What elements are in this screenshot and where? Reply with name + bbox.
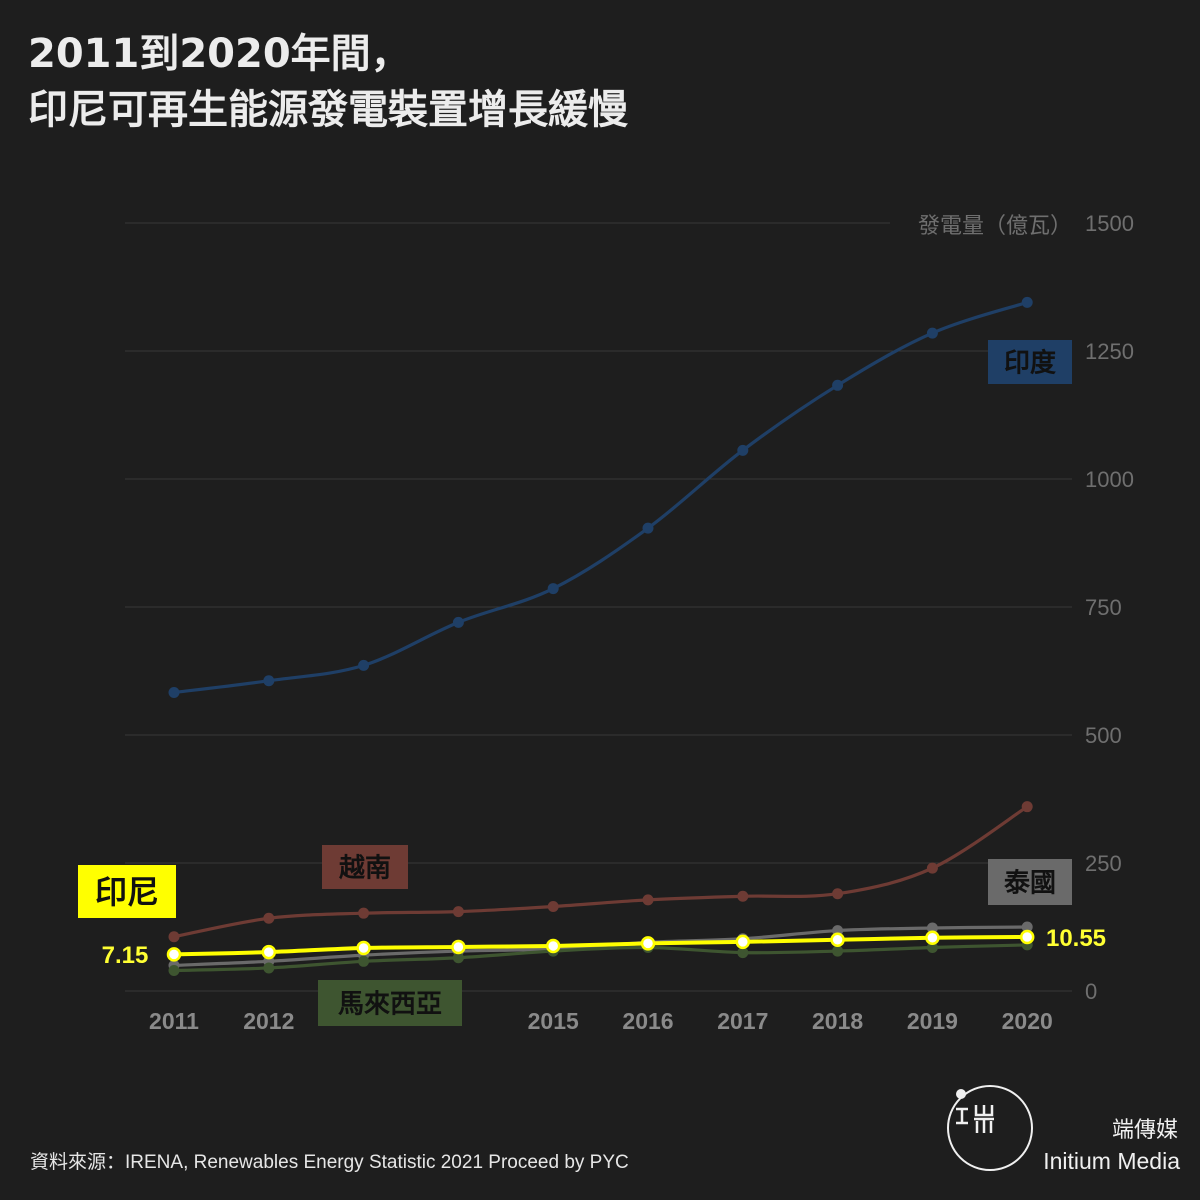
x-tick-label: 2017: [717, 1008, 768, 1034]
series-label-越南: 越南: [322, 845, 408, 889]
initium-logo: [947, 1085, 1033, 1171]
title-line-1: 2011到2020年間，: [28, 31, 411, 77]
series-label-bg: [322, 845, 408, 889]
data-point: [1021, 921, 1033, 933]
series-label-text: 印度: [1004, 347, 1056, 378]
data-point: [358, 659, 370, 671]
y-tick-label: 1500: [1085, 211, 1134, 236]
data-point: [926, 862, 938, 874]
data-point: [642, 894, 654, 906]
data-point: [737, 890, 749, 902]
data-point: [261, 944, 277, 960]
x-axis: 2011 2012 2015 2016 2017 2018 2019 2020: [149, 1008, 1053, 1034]
brand-name-zh: 端傳媒: [1111, 1118, 1178, 1143]
y-tick-label: 1250: [1085, 339, 1134, 364]
series-label-text: 馬來西亞: [338, 989, 442, 1019]
series-印度: [168, 296, 1033, 699]
data-point: [1021, 296, 1033, 308]
data-point: [452, 952, 464, 964]
data-point: [166, 947, 182, 962]
x-tick-label: 2011: [149, 1008, 199, 1034]
series-label-text: 越南: [339, 853, 391, 883]
data-point: [451, 939, 466, 955]
series-label-bg: [988, 859, 1072, 905]
data-point: [737, 444, 749, 456]
data-point: [168, 965, 180, 977]
data-point: [832, 888, 844, 900]
data-point: [263, 962, 275, 974]
data-point: [735, 934, 751, 950]
x-tick-label: 2018: [812, 1008, 863, 1034]
data-point: [642, 522, 654, 534]
gridlines: [125, 222, 1072, 992]
data-point: [263, 675, 275, 687]
series-labels: 印度越南泰國馬來西亞 印尼: [78, 340, 1072, 1026]
series-label-馬來西亞: 馬來西亞: [318, 980, 462, 1026]
series-label-印度: 印度: [988, 340, 1072, 384]
series-line: [173, 934, 1028, 957]
series-越南: [168, 801, 1033, 943]
data-point: [168, 931, 180, 943]
series-label-text: 印尼: [95, 873, 159, 911]
data-point: [547, 583, 559, 595]
series-label-bg: [988, 340, 1072, 384]
data-point: [358, 955, 370, 967]
x-tick-label: 2015: [528, 1008, 579, 1034]
data-point: [356, 940, 371, 956]
value-annotations: 7.15 10.55: [102, 925, 1106, 969]
data-point: [926, 941, 938, 953]
series-lines: [166, 296, 1035, 977]
y-tick-label: 750: [1085, 595, 1122, 620]
series-line: [173, 300, 1028, 695]
data-point: [832, 945, 844, 957]
data-point: [1019, 929, 1035, 945]
y-axis: 0 250 500 750 1000 1250 1500 發電量（億瓦）: [890, 209, 1134, 1004]
data-point: [168, 687, 180, 699]
data-point: [926, 922, 938, 934]
data-point: [547, 901, 559, 913]
y-tick-label: 0: [1085, 979, 1097, 1004]
data-point: [925, 930, 940, 946]
chart-title: 2011到2020年間， 印尼可再生能源發電裝置增長緩慢: [28, 26, 628, 138]
data-point: [358, 907, 370, 919]
data-point: [263, 912, 275, 924]
data-point: [830, 932, 845, 948]
series-line: [173, 805, 1029, 939]
title-line-2: 印尼可再生能源發電裝置增長緩慢: [28, 87, 628, 133]
brand-name-en: Initium Media: [1043, 1148, 1180, 1174]
y-axis-label-bg: [890, 209, 1086, 241]
data-point: [737, 947, 749, 959]
indonesia-start-value: 7.15: [102, 942, 149, 969]
x-tick-label: 2016: [622, 1008, 673, 1034]
series-label-bg: [78, 865, 176, 918]
source-note: 資料來源：IRENA, Renewables Energy Statistic …: [30, 1152, 629, 1173]
series-label-text: 泰國: [1004, 868, 1056, 898]
data-point: [832, 379, 844, 391]
series-label-泰國: 泰國: [988, 859, 1072, 905]
series-line: [173, 943, 1028, 973]
data-point: [452, 906, 464, 918]
data-point: [452, 616, 464, 628]
data-point: [545, 938, 561, 954]
data-point: [1021, 801, 1033, 813]
series-label-印尼: 印尼: [78, 865, 176, 918]
x-tick-label: 2020: [1002, 1008, 1053, 1034]
x-tick-label: 2019: [907, 1008, 958, 1034]
indonesia-end-value: 10.55: [1046, 925, 1106, 952]
y-tick-label: 250: [1085, 851, 1122, 876]
series-印尼: [166, 929, 1035, 962]
series-label-bg: [318, 980, 462, 1026]
data-point: [926, 327, 938, 339]
y-axis-label: 發電量（億瓦）: [918, 214, 1072, 239]
data-point: [640, 936, 656, 951]
y-tick-label: 1000: [1085, 467, 1134, 492]
x-tick-label: 2012: [243, 1008, 294, 1034]
y-tick-label: 500: [1085, 723, 1122, 748]
